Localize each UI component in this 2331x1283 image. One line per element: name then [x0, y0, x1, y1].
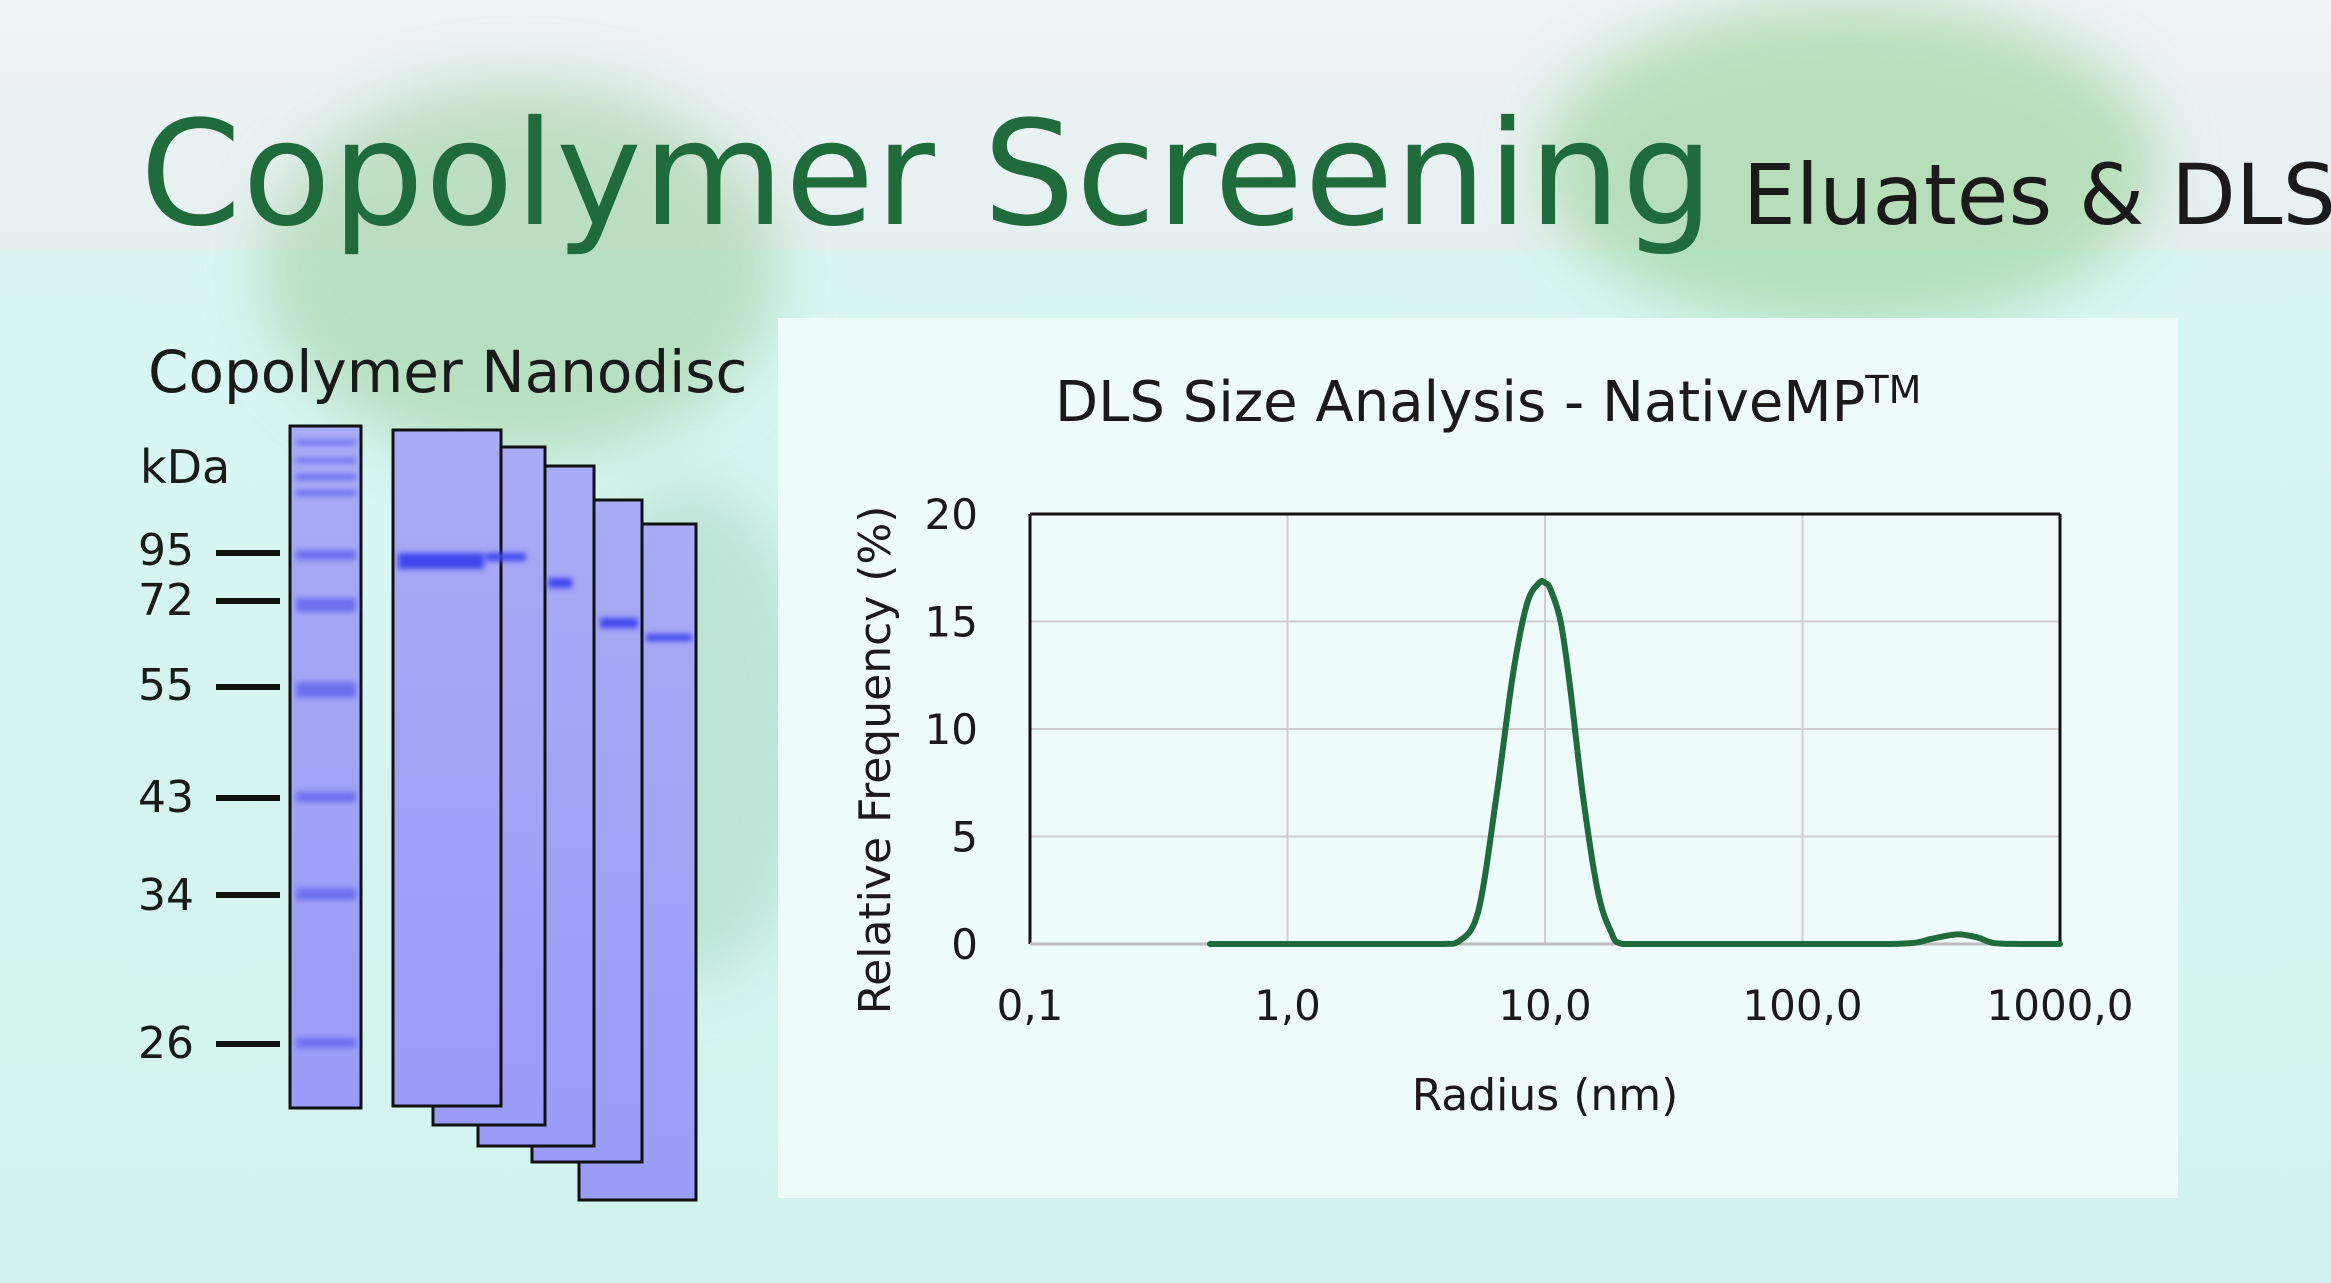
x-tick-label: 1000,0	[1987, 981, 2134, 1030]
x-tick-label: 1,0	[1254, 981, 1321, 1030]
y-tick-label: 10	[925, 705, 978, 754]
series-layer	[1206, 577, 2063, 948]
gel-heading: Copolymer Nanodisc	[148, 338, 748, 406]
marker-label-26: 26	[138, 1018, 194, 1069]
title-sub: Eluates & DLS	[1742, 146, 2331, 244]
ladder-bands	[296, 440, 356, 1048]
grid-layer	[1030, 514, 2060, 944]
marker-tick	[216, 550, 280, 556]
axis-layer: 0 5 10 15 20 0,1 1,0 10,0 100,0 1000,0	[925, 490, 2134, 1030]
chart-title: DLS Size Analysis - NativeMPTM	[1055, 368, 1921, 435]
sample-gel	[391, 428, 503, 1108]
background-protein-image	[260, 80, 780, 460]
marker-tick	[216, 1041, 280, 1047]
background-protein-image	[1540, 0, 2160, 330]
kda-label: kDa	[140, 440, 231, 494]
x-tick-label: 0,1	[997, 981, 1064, 1030]
sample-bands	[398, 553, 692, 641]
title-main: Copolymer Screening	[140, 90, 1715, 259]
marker-tick	[216, 795, 280, 801]
marker-label-43: 43	[138, 772, 194, 823]
marker-tick	[216, 892, 280, 898]
marker-label-95: 95	[138, 525, 194, 576]
series-line	[1206, 577, 2063, 948]
y-tick-label: 0	[951, 920, 978, 969]
y-axis-label: Relative Frequency (%)	[850, 506, 901, 1015]
x-axis-label: Radius (nm)	[1412, 1070, 1679, 1121]
chart-panel	[778, 318, 2178, 1198]
marker-label-55: 55	[138, 660, 194, 711]
marker-label-72: 72	[138, 575, 194, 626]
dls-chart: DLS Size Analysis - NativeMPTM 051015200…	[850, 368, 2134, 1121]
y-tick-label: 20	[925, 490, 978, 539]
x-tick-label: 10,0	[1498, 981, 1592, 1030]
page-title: Copolymer Screening Eluates & DLS	[140, 90, 2331, 259]
y-tick-label: 5	[951, 813, 978, 862]
marker-label-34: 34	[138, 870, 194, 921]
x-tick-label: 100,0	[1742, 981, 1862, 1030]
marker-tick	[216, 684, 280, 690]
marker-tick	[216, 598, 280, 604]
ladder-lane	[288, 424, 363, 1110]
gel-image	[288, 424, 698, 1202]
y-tick-label: 15	[925, 598, 978, 647]
